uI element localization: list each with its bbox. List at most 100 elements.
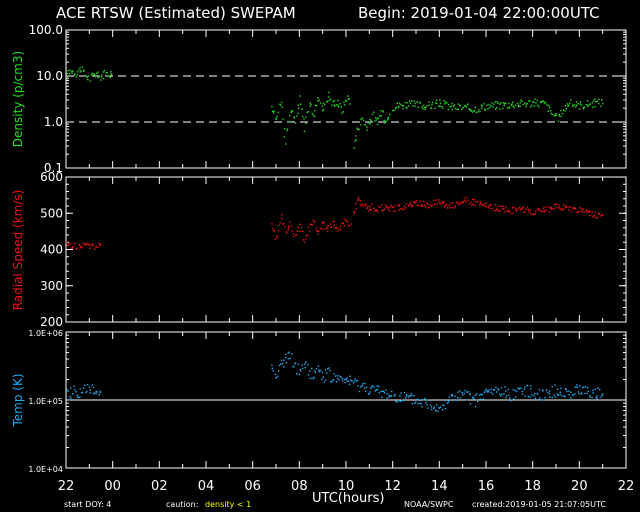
data-point-p0-s1 [328, 99, 331, 102]
data-point-p2-s1 [492, 393, 494, 395]
data-point-p0-s0 [97, 71, 99, 73]
data-point-p0-s3 [504, 102, 507, 104]
data-point-p1-s2 [495, 209, 497, 212]
y-tick-label: 600 [40, 170, 63, 184]
data-point-p1-s2 [481, 204, 483, 206]
data-point-p2-s0 [73, 385, 75, 387]
data-point-p1-s1 [318, 230, 320, 232]
data-point-p0-s3 [464, 105, 467, 107]
data-point-p2-s1 [272, 370, 274, 372]
data-point-p2-s1 [376, 385, 379, 387]
data-point-p0-s3 [453, 104, 455, 106]
data-point-p2-s1 [504, 386, 506, 388]
data-point-p0-s2 [367, 122, 370, 124]
data-point-p1-s2 [499, 210, 501, 212]
data-point-p2-s1 [572, 394, 574, 396]
data-point-p1-s2 [436, 203, 438, 205]
data-point-p2-s1 [576, 384, 578, 386]
data-point-p1-s2 [362, 205, 364, 208]
data-point-p1-s2 [426, 202, 428, 204]
data-point-p1-s2 [525, 208, 527, 210]
data-point-p0-s3 [529, 100, 531, 102]
data-point-p2-s1 [407, 396, 410, 398]
data-point-p2-s1 [580, 392, 582, 394]
data-point-p1-s1 [304, 238, 307, 240]
data-point-p2-s1 [518, 388, 520, 390]
data-point-p0-s1 [303, 118, 305, 120]
data-point-p0-s0 [77, 69, 80, 71]
data-point-p2-s1 [557, 388, 559, 390]
data-point-p0-s1 [306, 111, 308, 114]
data-point-p1-s2 [533, 213, 535, 216]
data-point-p2-s1 [352, 382, 355, 384]
data-point-p2-s1 [405, 394, 408, 396]
data-point-p0-s1 [280, 104, 282, 106]
data-point-p1-s2 [403, 208, 405, 210]
data-point-p1-s2 [458, 202, 461, 204]
data-point-p0-s3 [558, 115, 560, 117]
data-point-p1-s1 [300, 227, 303, 229]
data-point-p1-s2 [428, 206, 430, 209]
data-point-p2-s1 [453, 398, 455, 401]
data-point-p1-s2 [480, 203, 482, 205]
data-point-p0-s0 [80, 70, 82, 72]
data-point-p0-s0 [102, 71, 105, 73]
data-point-p2-s1 [568, 390, 570, 392]
data-point-p2-s0 [95, 392, 97, 395]
data-point-p0-s0 [75, 76, 78, 78]
data-point-p0-s1 [293, 117, 295, 119]
data-point-p0-s1 [336, 104, 338, 106]
data-point-p0-s3 [522, 103, 524, 106]
data-point-p2-s1 [417, 398, 419, 401]
data-point-p0-s2 [356, 127, 358, 129]
data-point-p0-s1 [315, 105, 318, 107]
y-tick-label: 1.0E+05 [28, 397, 63, 406]
data-point-p1-s2 [427, 203, 429, 205]
data-point-p0-s3 [400, 104, 402, 106]
data-point-p2-s1 [381, 390, 383, 393]
data-point-p0-s1 [286, 129, 288, 132]
data-point-p1-s1 [291, 230, 293, 232]
data-point-p1-s2 [542, 210, 544, 213]
data-point-p0-s3 [399, 102, 401, 105]
data-point-p2-s1 [271, 367, 273, 370]
data-point-p1-s2 [519, 209, 521, 211]
data-point-p0-s3 [526, 102, 528, 105]
data-point-p2-s1 [303, 363, 306, 365]
data-point-p1-s2 [355, 202, 357, 205]
data-point-p1-s2 [423, 200, 425, 203]
data-point-p0-s0 [92, 73, 94, 75]
data-point-p1-s2 [384, 204, 387, 206]
data-point-p0-s0 [72, 70, 74, 72]
data-point-p0-s2 [362, 119, 365, 122]
data-point-p2-s1 [277, 375, 279, 377]
data-point-p2-s1 [587, 390, 590, 393]
data-point-p1-s1 [276, 235, 278, 237]
data-point-p1-s2 [556, 203, 558, 205]
data-point-p1-s1 [339, 225, 342, 227]
data-point-p0-s0 [86, 76, 88, 78]
data-point-p2-s1 [486, 390, 489, 392]
data-point-p2-s1 [319, 369, 322, 372]
data-point-p1-s2 [507, 211, 510, 213]
data-point-p2-s1 [441, 409, 444, 411]
data-point-p1-s2 [386, 206, 389, 208]
data-point-p0-s3 [494, 108, 497, 110]
data-point-p2-s1 [339, 375, 341, 377]
data-point-p0-s1 [327, 96, 330, 98]
data-point-p2-s1 [335, 381, 338, 383]
data-point-p0-s3 [447, 103, 450, 106]
agency: NOAA/SWPC [404, 500, 454, 509]
data-point-p2-s1 [566, 390, 568, 393]
data-point-p2-s1 [459, 397, 462, 399]
data-point-p0-s3 [589, 103, 591, 105]
data-point-p1-s0 [65, 241, 68, 243]
data-point-p0-s3 [600, 105, 602, 107]
data-point-p1-s0 [80, 247, 83, 249]
data-point-p1-s1 [284, 226, 286, 228]
data-point-p2-s1 [534, 398, 536, 400]
x-tick-label: 10 [338, 479, 355, 494]
data-point-p0-s3 [490, 104, 492, 107]
data-point-p2-s1 [437, 410, 439, 412]
data-point-p1-s2 [439, 200, 441, 203]
